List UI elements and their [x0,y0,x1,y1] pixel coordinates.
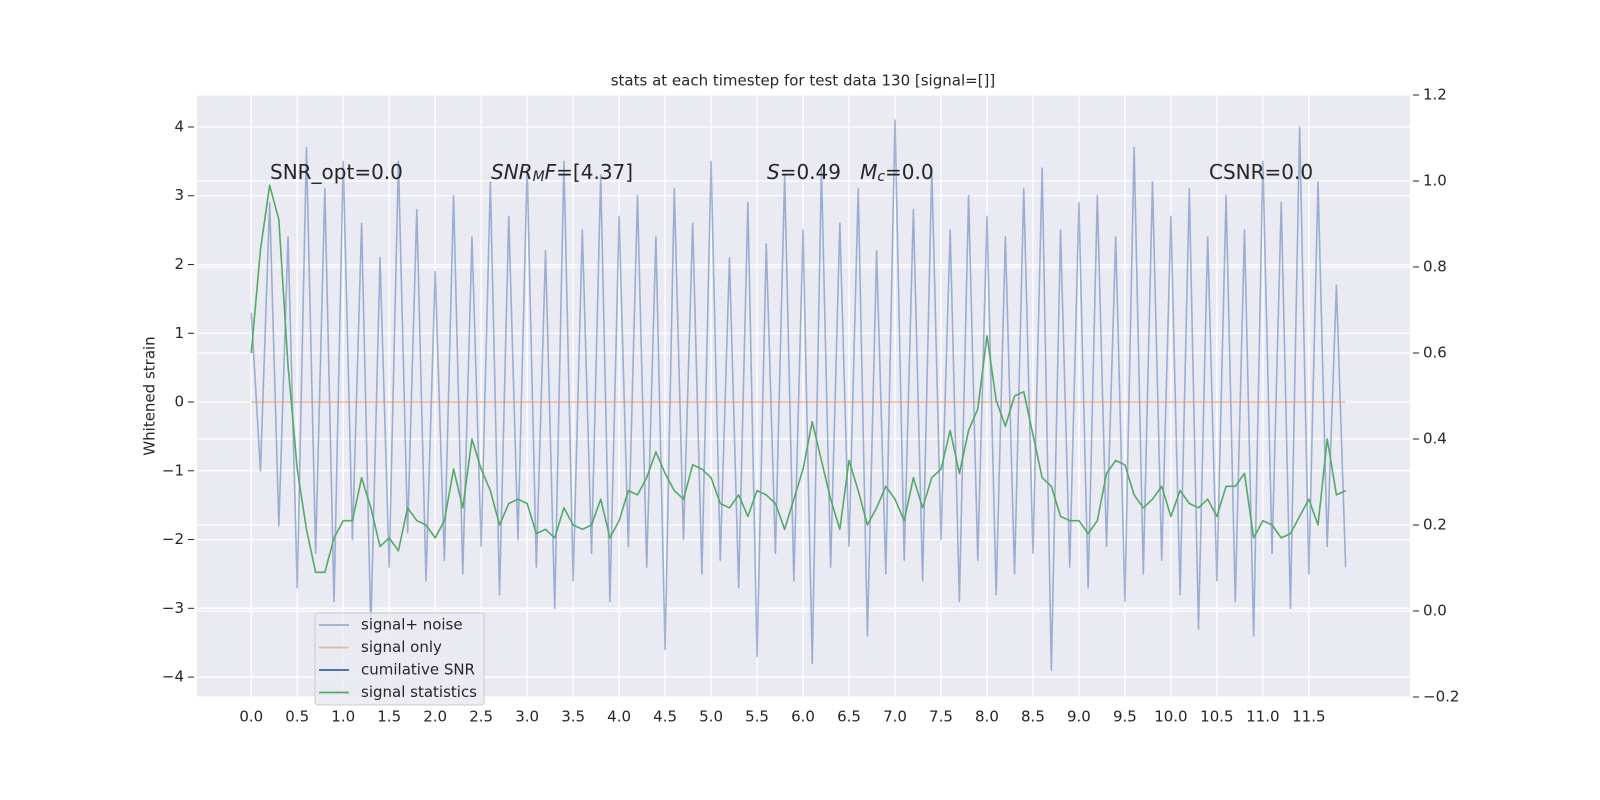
annotation-part: M [533,169,545,185]
y-tick-label: 0 [174,393,184,411]
y-tick-label: −3 [162,599,184,617]
y2-tick-label: −0.2 [1423,688,1459,706]
x-tick-label: 9.5 [1113,708,1137,726]
legend-box [314,612,485,706]
y2-tick-label: 1.0 [1423,172,1447,190]
annotation-part: CSNR=0.0 [1209,160,1313,184]
annotation-part: =0.0 [885,160,934,184]
x-tick-label: 7.5 [929,708,953,726]
annotation-part: =0.49 [780,160,860,184]
annotation-part: c [877,169,885,185]
series-line [250,184,1346,574]
x-tick-label: 3.5 [561,708,585,726]
annotation: SNRMF=[4.37] [491,160,633,185]
y-tick-label: 1 [174,324,184,342]
annotation-part: SNR_opt=0.0 [270,160,403,184]
y2-tick-label: 0.6 [1423,344,1447,362]
annotation: S=0.49 Mc=0.0 [767,160,934,185]
y2-tick-label: 0.8 [1423,258,1447,276]
x-tick-label: 1.0 [331,708,355,726]
x-tick-label: 1.5 [377,708,401,726]
x-tick-label: 5.0 [699,708,723,726]
x-tick-label: 11.5 [1292,708,1325,726]
x-tick-label: 0.0 [239,708,263,726]
chart-title: stats at each timestep for test data 130… [611,72,996,90]
x-tick-label: 0.5 [285,708,309,726]
x-tick-label: 8.5 [1021,708,1045,726]
x-tick-label: 5.5 [745,708,769,726]
y-axis-label: Whitened strain [141,336,159,455]
y-tick-label: 4 [174,117,184,135]
x-tick-label: 10.5 [1200,708,1233,726]
y-tick-label: −1 [162,461,184,479]
x-tick-label: 3.0 [515,708,539,726]
x-tick-label: 6.0 [791,708,815,726]
series-line [250,119,1347,671]
x-tick-label: 10.0 [1154,708,1187,726]
annotation-part: M [860,160,877,184]
legend-label: signal statistics [361,683,477,701]
annotation: CSNR=0.0 [1209,160,1313,184]
x-tick-label: 9.0 [1067,708,1091,726]
annotation-part: =[4.37] [556,160,633,184]
x-tick-label: 4.5 [653,708,677,726]
y-tick-label: −4 [162,668,184,686]
y2-tick-label: 0.4 [1423,430,1447,448]
annotation-part: S [767,160,780,184]
x-tick-label: 2.5 [469,708,493,726]
y2-tick-label: 1.2 [1423,86,1447,104]
y-tick-label: −2 [162,530,184,548]
y2-tick-label: 0.2 [1423,516,1447,534]
annotation-part: SNR [491,160,533,184]
x-tick-label: 8.0 [975,708,999,726]
x-tick-label: 4.0 [607,708,631,726]
x-tick-label: 2.0 [423,708,447,726]
x-tick-label: 11.0 [1246,708,1279,726]
annotation: SNR_opt=0.0 [270,160,403,184]
y-tick-label: 2 [174,255,184,273]
legend-label: signal only [361,638,442,656]
x-tick-label: 7.0 [883,708,907,726]
legend-label: signal+ noise [361,616,463,634]
y-tick-label: 3 [174,186,184,204]
annotation-part: F [545,160,557,184]
y2-tick-label: 0.0 [1423,602,1447,620]
x-tick-label: 6.5 [837,708,861,726]
legend-label: cumilative SNR [361,661,475,679]
